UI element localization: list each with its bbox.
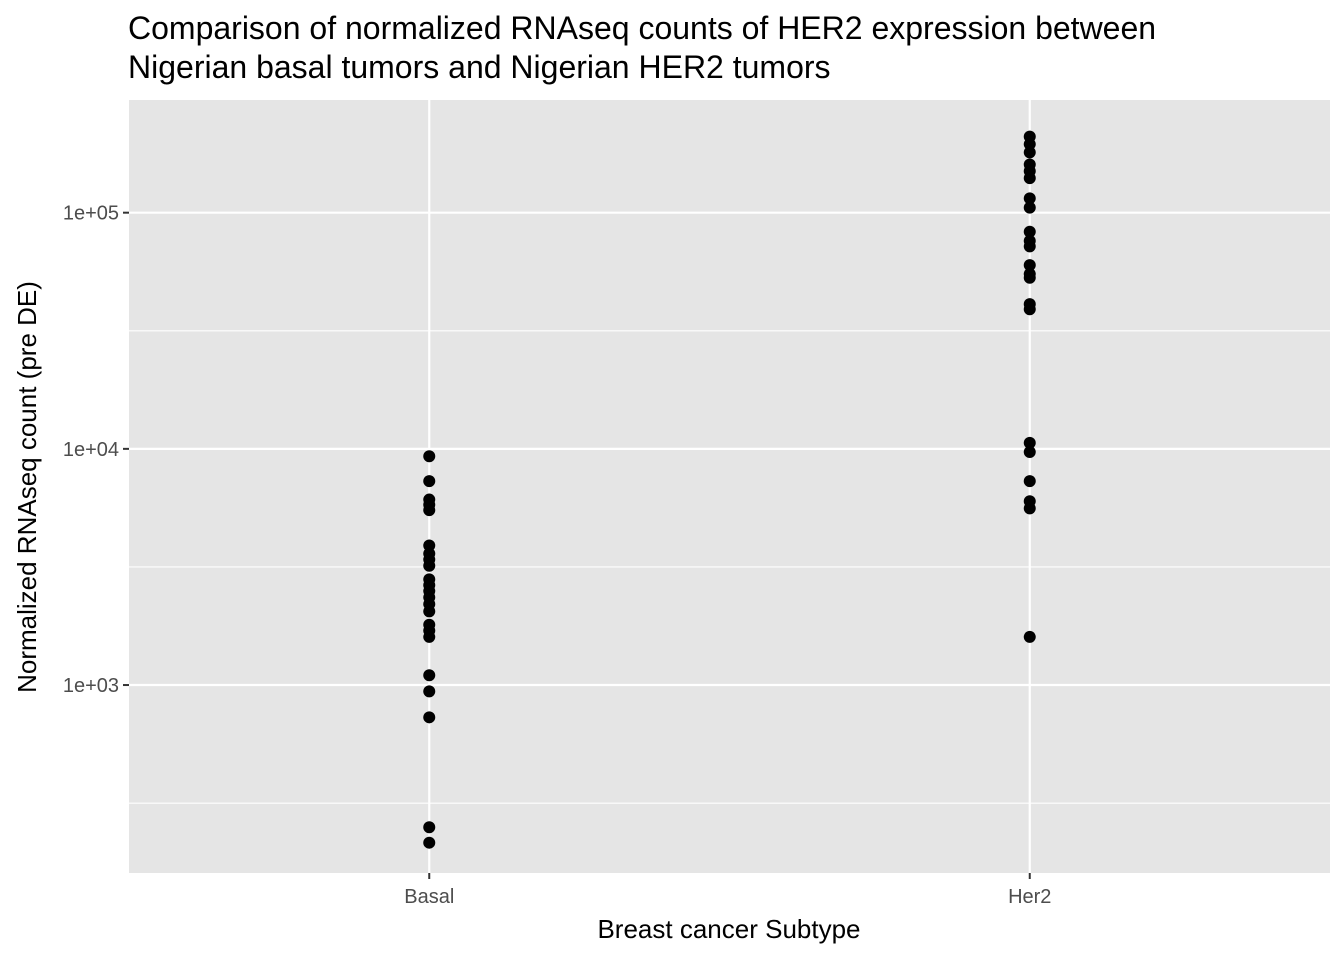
point-basal-1 [423,475,436,488]
point-her2-16 [1023,436,1036,449]
point-her2-7 [1023,201,1036,214]
point-her2-17 [1023,445,1036,458]
point-her2-11 [1023,259,1036,272]
data-points [423,130,1036,849]
point-basal-18 [423,669,436,682]
point-basal-21 [423,821,436,834]
minor-gridlines [129,330,1330,804]
x-axis-title: Breast cancer Subtype [597,914,860,944]
chart-title-line-1: Comparison of normalized RNAseq counts o… [128,10,1156,46]
y-tick-label-1: 1e+04 [63,439,119,461]
y-axis-title: Normalized RNAseq count (pre DE) [12,281,42,693]
point-basal-4 [423,504,436,517]
x-axis-ticks: Basal Her2 [404,873,1051,908]
point-her2-10 [1023,240,1036,253]
y-axis-ticks: 1e+03 1e+04 1e+05 [63,203,129,697]
x-tick-label-her2: Her2 [1008,886,1051,908]
point-her2-18 [1023,475,1036,488]
plot-panel [129,100,1330,873]
x-tick-label-basal: Basal [404,886,454,908]
point-her2-6 [1023,192,1036,205]
point-basal-0 [423,450,436,463]
point-basal-14 [423,605,436,618]
point-her2-20 [1023,502,1036,515]
point-basal-20 [423,711,436,724]
point-her2-21 [1023,630,1036,643]
point-her2-1 [1023,138,1036,151]
point-basal-19 [423,685,436,698]
point-basal-17 [423,630,436,643]
point-her2-13 [1023,271,1036,284]
point-her2-2 [1023,146,1036,159]
point-her2-15 [1023,303,1036,316]
point-her2-8 [1023,225,1036,238]
point-her2-5 [1023,172,1036,185]
point-basal-5 [423,539,436,552]
y-tick-label-2: 1e+05 [63,203,119,225]
point-basal-22 [423,836,436,849]
chart-title-line-2: Nigerian basal tumors and Nigerian HER2 … [128,49,831,85]
y-tick-label-0: 1e+03 [63,675,119,697]
point-basal-8 [423,559,436,572]
